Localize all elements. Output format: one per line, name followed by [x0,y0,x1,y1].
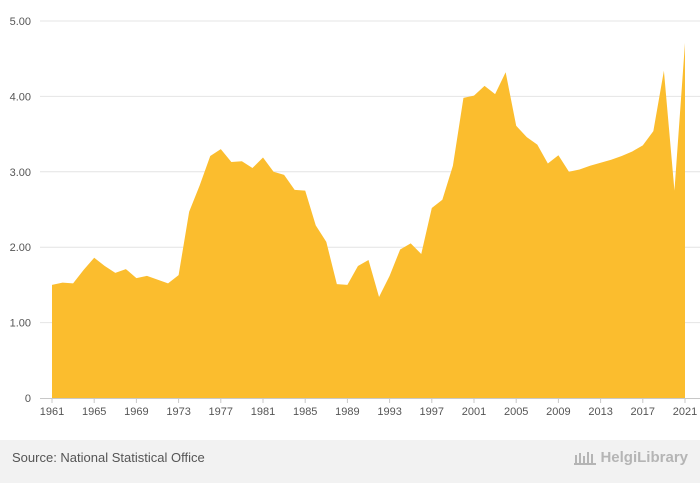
footer: Source: National Statistical Office Helg… [0,440,700,483]
x-tick-label: 1977 [209,406,233,418]
x-tick-label: 2017 [631,406,655,418]
x-tick-label: 1985 [293,406,317,418]
x-tick-label: 1965 [82,406,106,418]
x-axis: 1961 1965 1969 1973 1977 1981 1985 1989 1993 1997… [40,398,697,418]
y-tick-label: 2.00 [10,242,31,254]
x-tick-label: 2001 [462,406,486,418]
x-tick-label: 2013 [588,406,612,418]
source-note: Source: National Statistical Office [12,450,205,465]
x-tick-label: 1981 [251,406,275,418]
x-tick-label: 2021 [673,406,697,418]
x-tick-label: 1993 [377,406,401,418]
x-tick-label: 1997 [420,406,444,418]
brand-name: HelgiLibrary [600,449,688,466]
x-tick-label: 1969 [124,406,148,418]
y-tick-label: 0 [25,393,31,405]
x-tick-label: 1973 [166,406,190,418]
x-tick-label: 1961 [40,406,64,418]
y-tick-label: 4.00 [10,91,31,103]
y-axis: 0 1.00 2.00 3.00 4.00 5.00 [10,16,31,405]
brand-logo: HelgiLibrary [574,449,688,466]
y-tick-label: 3.00 [10,167,31,179]
library-icon [574,451,597,465]
x-tick-label: 1989 [335,406,359,418]
x-tick-label: 2005 [504,406,528,418]
area-series [52,42,685,399]
y-tick-label: 5.00 [10,16,31,28]
x-tick-label: 2009 [546,406,570,418]
y-tick-label: 1.00 [10,318,31,330]
area-chart: 01.002.003.004.005.00 1961 1965 1969 1973 19… [10,16,700,418]
